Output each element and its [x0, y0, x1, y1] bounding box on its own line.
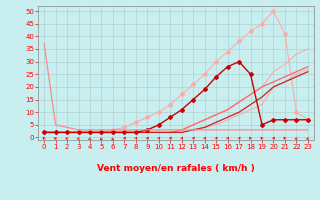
X-axis label: Vent moyen/en rafales ( km/h ): Vent moyen/en rafales ( km/h ) [97, 164, 255, 173]
